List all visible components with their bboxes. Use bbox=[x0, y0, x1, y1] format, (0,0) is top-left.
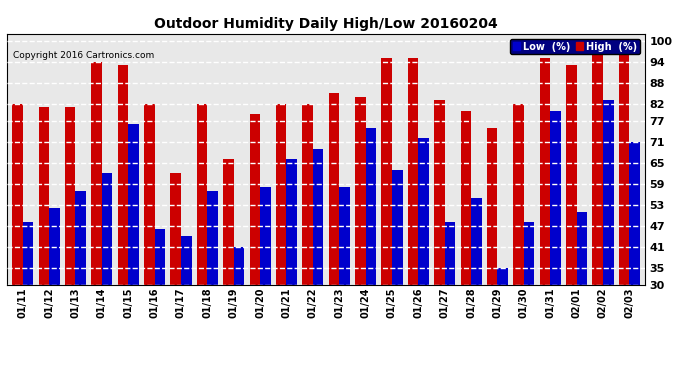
Bar bbox=[91, 62, 102, 285]
Bar bbox=[128, 124, 139, 285]
Bar bbox=[118, 65, 128, 285]
Bar bbox=[445, 222, 455, 285]
Bar bbox=[328, 93, 339, 285]
Bar bbox=[540, 58, 550, 285]
Bar bbox=[144, 104, 155, 285]
Bar bbox=[286, 159, 297, 285]
Text: Copyright 2016 Cartronics.com: Copyright 2016 Cartronics.com bbox=[13, 51, 155, 60]
Bar bbox=[566, 65, 577, 285]
Bar bbox=[234, 247, 244, 285]
Bar bbox=[260, 187, 270, 285]
Bar bbox=[487, 128, 497, 285]
Bar bbox=[102, 173, 112, 285]
Bar bbox=[49, 208, 59, 285]
Bar bbox=[524, 222, 534, 285]
Bar bbox=[170, 173, 181, 285]
Bar bbox=[418, 138, 429, 285]
Bar bbox=[497, 267, 508, 285]
Bar bbox=[223, 159, 234, 285]
Bar bbox=[408, 58, 418, 285]
Bar bbox=[366, 128, 376, 285]
Bar bbox=[434, 100, 445, 285]
Title: Outdoor Humidity Daily High/Low 20160204: Outdoor Humidity Daily High/Low 20160204 bbox=[154, 17, 498, 31]
Bar bbox=[302, 104, 313, 285]
Bar bbox=[577, 212, 587, 285]
Bar bbox=[593, 41, 603, 285]
Bar bbox=[197, 104, 207, 285]
Bar bbox=[382, 58, 392, 285]
Bar bbox=[513, 104, 524, 285]
Bar bbox=[550, 111, 561, 285]
Bar bbox=[39, 107, 49, 285]
Bar bbox=[392, 170, 402, 285]
Bar bbox=[471, 198, 482, 285]
Bar bbox=[339, 187, 350, 285]
Bar bbox=[629, 142, 640, 285]
Bar bbox=[181, 236, 192, 285]
Bar bbox=[75, 191, 86, 285]
Bar bbox=[619, 41, 629, 285]
Bar bbox=[460, 111, 471, 285]
Bar bbox=[23, 222, 33, 285]
Bar bbox=[250, 114, 260, 285]
Bar bbox=[276, 104, 286, 285]
Bar bbox=[207, 191, 218, 285]
Bar bbox=[313, 149, 324, 285]
Bar bbox=[355, 97, 366, 285]
Legend: Low  (%), High  (%): Low (%), High (%) bbox=[510, 39, 640, 54]
Bar bbox=[65, 107, 75, 285]
Bar bbox=[603, 100, 613, 285]
Bar bbox=[155, 229, 165, 285]
Bar bbox=[12, 104, 23, 285]
